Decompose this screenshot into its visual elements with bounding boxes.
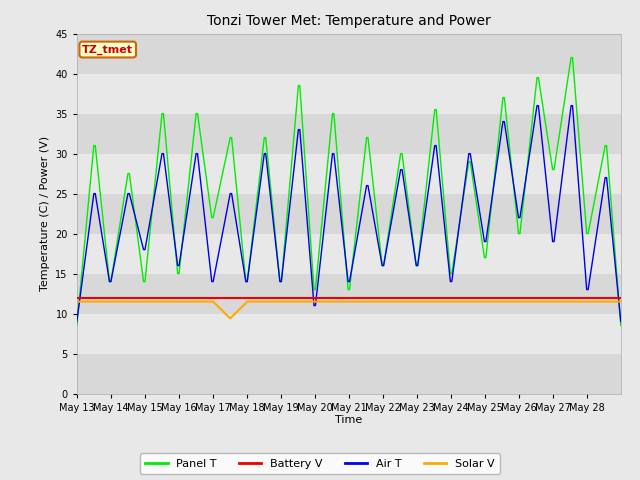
Line: Air T: Air T [77,106,621,322]
Air T [614,290,622,296]
Panel T [617,323,625,328]
Bar [77,114,621,154]
Panel T [614,287,622,292]
Bar [77,154,621,193]
Battery V [461,295,468,300]
Bar [77,234,621,274]
Bar [77,193,621,234]
Bar [77,354,621,394]
Air T [461,183,468,189]
Battery V [108,295,116,300]
Y-axis label: Temperature (C) / Power (V): Temperature (C) / Power (V) [40,136,50,291]
Solar V [73,299,81,304]
Legend: Panel T, Battery V, Air T, Solar V: Panel T, Battery V, Air T, Solar V [140,453,500,474]
Air T [353,239,360,244]
Air T [73,319,81,324]
Text: TZ_tmet: TZ_tmet [82,44,133,55]
Solar V [92,299,99,304]
Battery V [73,295,81,300]
Bar [77,274,621,313]
Panel T [541,120,549,126]
Solar V [543,299,551,304]
Panel T [567,55,575,60]
Line: Panel T: Panel T [77,58,621,325]
Panel T [92,143,99,148]
Air T [543,184,551,190]
Panel T [353,223,360,229]
Solar V [614,299,622,304]
Line: Solar V: Solar V [77,301,621,318]
Solar V [227,315,234,321]
Panel T [108,270,116,276]
Battery V [353,295,360,300]
Air T [617,319,625,324]
Bar [77,34,621,73]
Solar V [354,299,362,304]
Air T [108,271,116,277]
Battery V [541,295,549,300]
Battery V [92,295,99,300]
Battery V [612,295,620,300]
Bar [77,313,621,354]
X-axis label: Time: Time [335,415,362,425]
Battery V [617,295,625,300]
Air T [92,191,99,196]
Panel T [461,187,468,192]
Air T [533,103,541,108]
Title: Tonzi Tower Met: Temperature and Power: Tonzi Tower Met: Temperature and Power [207,14,491,28]
Solar V [462,299,470,304]
Bar [77,73,621,114]
Panel T [73,323,81,328]
Solar V [617,299,625,304]
Solar V [108,299,116,304]
